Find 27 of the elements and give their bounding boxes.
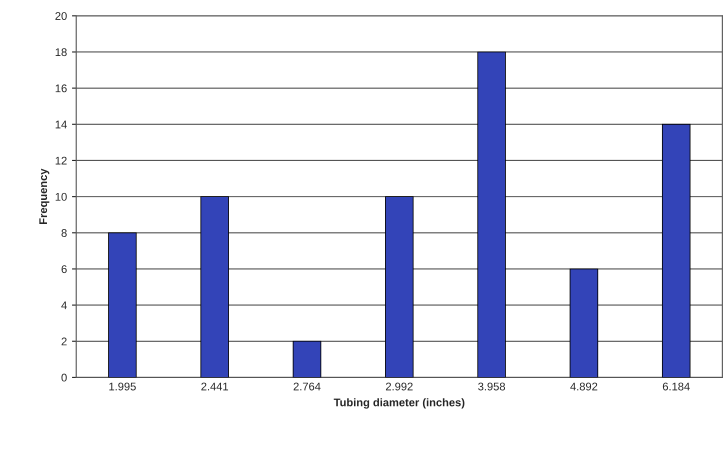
y-tick-label: 10	[56, 192, 67, 201]
bar	[477, 52, 506, 378]
y-tick-label: 16	[56, 84, 67, 92]
bar	[292, 340, 322, 378]
y-tick-label: 8	[62, 229, 67, 237]
y-tick-label: 2	[62, 338, 67, 346]
bar	[108, 232, 137, 378]
bar	[662, 124, 690, 378]
x-tick-label: 6.184	[662, 382, 690, 390]
y-axis-title: Frequency	[39, 168, 50, 224]
y-tick-label: 4	[61, 301, 67, 310]
x-tick-label: 1.995	[109, 382, 136, 390]
x-tick-label: 2.992	[386, 382, 413, 390]
x-tick-label: 4.892	[570, 382, 598, 390]
x-tick-label: 2.441	[201, 382, 228, 390]
bar	[200, 196, 229, 378]
y-tick-label: 20	[55, 12, 67, 20]
x-axis-title: Tubing diameter (inches)	[334, 398, 464, 409]
bar	[385, 196, 414, 378]
x-tick-label: 3.958	[478, 382, 506, 390]
y-tick-label: 14	[56, 120, 67, 128]
y-tick-label: 18	[56, 48, 67, 56]
x-tick-label: 2.764	[294, 382, 321, 390]
y-tick-label: 6	[62, 265, 67, 274]
y-tick-label: 0	[61, 374, 67, 382]
y-tick-label: 12	[56, 156, 67, 164]
bar	[570, 268, 598, 378]
